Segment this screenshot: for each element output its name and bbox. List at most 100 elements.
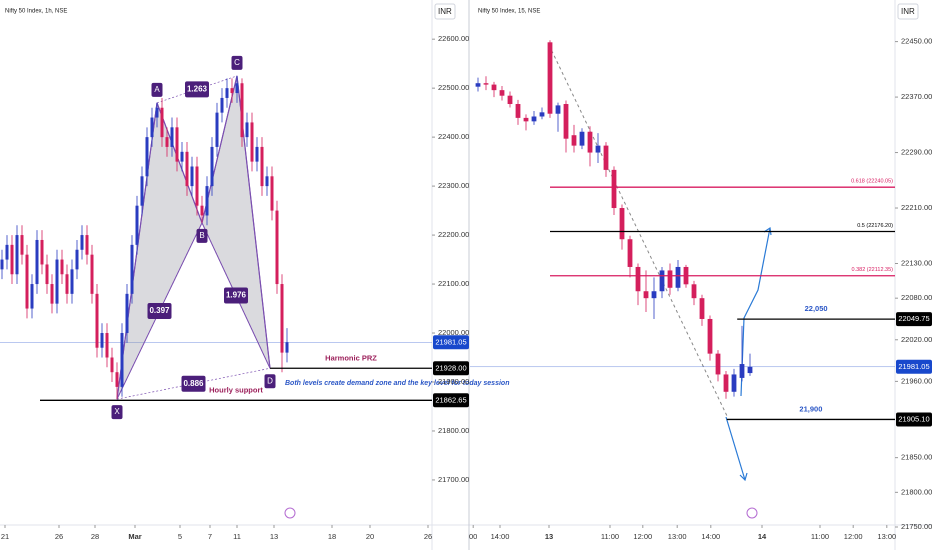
candle-body	[715, 353, 721, 375]
candle-body	[95, 293, 99, 348]
x-tick-label: 14:00	[491, 532, 510, 541]
candle-body	[220, 97, 224, 113]
candle-body	[627, 239, 633, 267]
ratio-box	[181, 375, 206, 392]
point-label: C	[234, 58, 240, 67]
candle-body	[130, 244, 134, 294]
candle-body	[491, 84, 497, 91]
candle-body	[15, 235, 19, 275]
x-tick-label: 14:00	[701, 532, 720, 541]
y-tick-label: 21750.00	[901, 522, 932, 531]
candle-body	[691, 284, 697, 299]
y-tick-label: 22290.00	[901, 148, 932, 157]
projection-arrow	[740, 227, 771, 397]
candle-body	[571, 135, 577, 146]
x-tick-label: 12:00	[633, 532, 652, 541]
point-label: X	[114, 407, 120, 416]
candle-body	[723, 374, 729, 392]
x-tick-label: 00	[469, 532, 477, 541]
candle-body	[215, 112, 219, 147]
x-tick-label: 7	[208, 532, 212, 541]
y-tick-label: 22450.00	[901, 37, 932, 46]
arrow-head	[763, 226, 772, 236]
ratio-box	[224, 287, 248, 304]
candle-body	[210, 146, 214, 187]
x-tick-label: 11:00	[811, 532, 829, 541]
candle-body	[230, 88, 234, 94]
level-label: 22,050	[805, 304, 828, 313]
candle-body	[547, 42, 553, 114]
candle-body	[170, 127, 174, 147]
y-tick-label: 22100.00	[438, 279, 469, 288]
candle-body	[80, 235, 84, 250]
arrow-head	[739, 472, 748, 482]
candle-body	[85, 235, 89, 255]
candle-body	[619, 208, 625, 240]
candle-body	[483, 83, 489, 85]
x-tick-label: 13:00	[877, 532, 896, 541]
x-tick-label: 28	[91, 532, 99, 541]
x-tick-label: 20	[366, 532, 374, 541]
candle-body	[659, 270, 665, 292]
price-label-box	[433, 393, 469, 408]
candle-body	[265, 176, 269, 187]
candle-body	[155, 107, 159, 118]
ratio-box	[147, 302, 172, 319]
candle-body	[587, 131, 593, 153]
y-tick-label: 22400.00	[438, 132, 469, 141]
point-box	[231, 55, 243, 70]
candle-body	[707, 318, 713, 354]
y-tick-label: 21850.00	[901, 453, 932, 462]
point-box	[111, 405, 123, 420]
ratio-label: 1.263	[187, 84, 208, 93]
x-tick-label: 12:00	[844, 532, 863, 541]
candle-body	[105, 333, 109, 358]
candle-body	[635, 266, 641, 292]
candle-body	[579, 131, 585, 146]
candle-body	[50, 284, 54, 304]
candle-body	[205, 186, 209, 216]
event-icon[interactable]	[746, 507, 758, 519]
candle-body	[731, 374, 737, 392]
price-label-box	[896, 412, 932, 427]
level-label: 21,900	[799, 404, 822, 413]
candle-body	[739, 364, 745, 378]
y-tick-label: 21800.00	[438, 426, 469, 435]
candle-body	[539, 112, 545, 117]
candle-body	[5, 244, 9, 260]
candle-body	[60, 259, 64, 275]
x-tick-label: 26	[424, 532, 432, 541]
candle-body	[747, 366, 753, 374]
price-label: 22049.75	[898, 314, 929, 323]
candle-body	[35, 239, 39, 285]
candle-body	[675, 266, 681, 288]
event-icon[interactable]	[284, 507, 296, 519]
currency-box	[897, 3, 919, 20]
x-tick-label: 11:00	[601, 532, 619, 541]
candle-body	[145, 137, 149, 177]
currency: INR	[438, 7, 452, 16]
candle-body	[275, 210, 279, 285]
candle-body	[270, 176, 274, 211]
point-label: D	[267, 376, 273, 385]
candle-body	[643, 291, 649, 299]
level-label: Harmonic PRZ	[325, 353, 377, 362]
ratio-label: 0.886	[183, 379, 204, 388]
level-label: 0.5 (22176.20)	[857, 223, 893, 229]
candle-body	[499, 90, 505, 96]
candle-body	[45, 264, 49, 285]
candle-body	[475, 83, 481, 87]
currency: INR	[901, 7, 915, 16]
y-tick-label: 22500.00	[438, 83, 469, 92]
x-tick-label: 5	[178, 532, 182, 541]
x-tick-label: 26	[55, 532, 63, 541]
candle-body	[563, 104, 569, 139]
price-label-box	[896, 359, 932, 374]
candle-body	[515, 104, 521, 118]
candle-body	[260, 146, 264, 187]
candle-body	[699, 298, 705, 319]
y-tick-label: 21800.00	[901, 487, 932, 496]
point-box	[151, 82, 163, 97]
candle-body	[195, 166, 199, 206]
